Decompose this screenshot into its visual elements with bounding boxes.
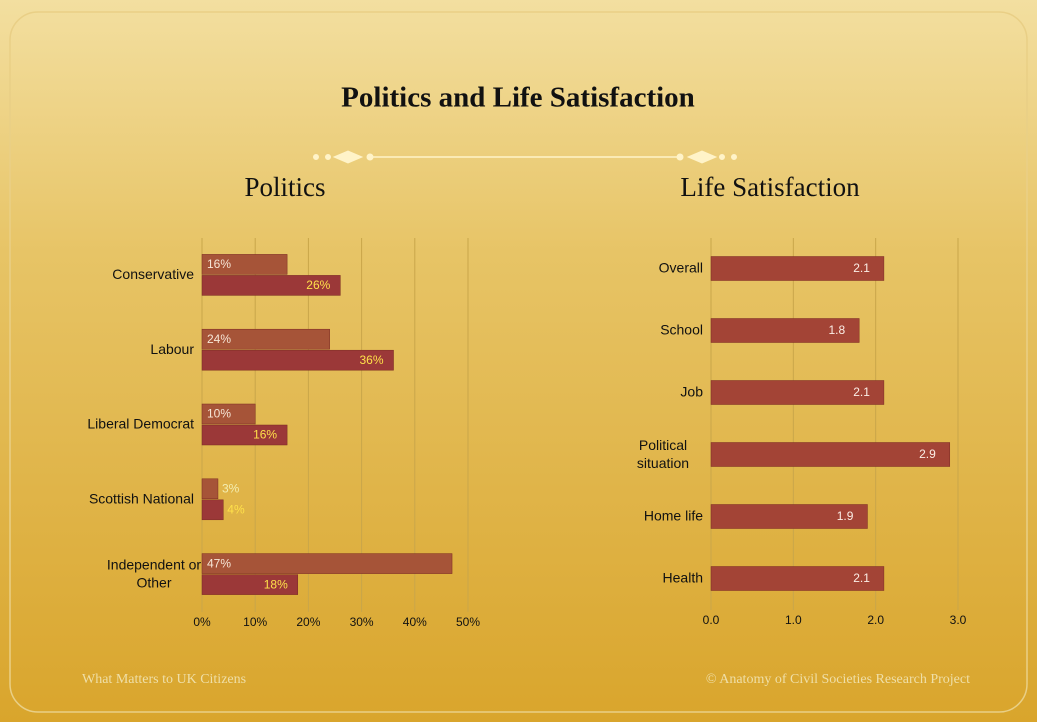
bar (201, 553, 453, 574)
value-label: 24% (207, 332, 231, 346)
category-label: Political situation (637, 437, 689, 471)
bar (201, 349, 394, 371)
category-label: Job (680, 384, 703, 400)
category-label: Liberal Democrat (87, 416, 194, 432)
value-label: 3% (222, 481, 240, 495)
value-label: 16% (253, 428, 277, 442)
category-label: School (660, 322, 703, 338)
bar (201, 328, 330, 350)
bar (710, 318, 860, 343)
value-label: 2.1 (853, 571, 870, 585)
value-label: 1.9 (837, 509, 854, 523)
x-tick-label: 40% (403, 615, 427, 629)
x-tick-label: 0.0 (703, 613, 720, 627)
bar (201, 275, 341, 296)
value-label: 2.1 (853, 385, 870, 399)
x-tick-label: 2.0 (867, 613, 884, 627)
bar (710, 504, 868, 529)
x-tick-label: 20% (296, 615, 320, 629)
value-label: 4% (227, 502, 245, 516)
bar (201, 478, 219, 500)
x-tick-label: 3.0 (950, 613, 967, 627)
category-label: Home life (644, 508, 703, 524)
bar (710, 256, 885, 281)
x-tick-label: 0% (193, 615, 211, 629)
category-label: Health (663, 570, 703, 586)
bar (710, 380, 885, 405)
x-tick-label: 1.0 (785, 613, 802, 627)
bar (201, 254, 288, 275)
value-label: 2.1 (853, 261, 870, 275)
category-label: Scottish National (89, 491, 194, 507)
value-label: 16% (207, 257, 231, 271)
x-tick-label: 10% (243, 615, 267, 629)
footer-left: What Matters to UK Citizens (82, 672, 246, 687)
value-label: 36% (359, 353, 383, 367)
frame (9, 11, 1028, 713)
footer-right: © Anatomy of Civil Societies Research Pr… (706, 672, 970, 687)
value-label: 10% (207, 407, 231, 421)
value-label: 18% (264, 577, 288, 591)
category-label: Independent or Other (107, 556, 202, 590)
bar (201, 499, 224, 521)
chart-title: Politics (244, 172, 325, 202)
bar (201, 403, 256, 425)
bar (710, 442, 951, 467)
value-label: 2.9 (919, 447, 936, 461)
value-label: 26% (306, 278, 330, 292)
bar (201, 574, 299, 595)
bar (201, 424, 288, 446)
category-label: Overall (659, 260, 703, 276)
value-label: 47% (207, 556, 231, 570)
x-tick-label: 30% (350, 615, 374, 629)
category-label: Labour (150, 341, 194, 357)
chart-title: Life Satisfaction (680, 172, 860, 202)
ornament (313, 150, 737, 164)
slide-title: Politics and Life Satisfaction (341, 82, 695, 114)
bar (710, 566, 885, 591)
category-label: Conservative (112, 266, 194, 282)
value-label: 1.8 (829, 323, 846, 337)
x-tick-label: 50% (456, 615, 480, 629)
